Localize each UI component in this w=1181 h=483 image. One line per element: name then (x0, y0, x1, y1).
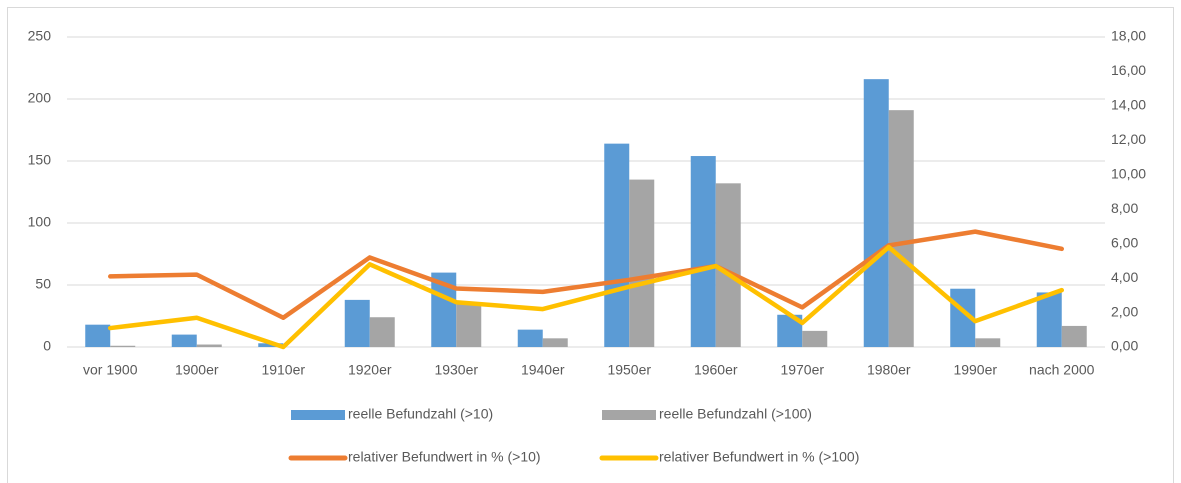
bar (456, 303, 482, 347)
line-series (108, 229, 1064, 320)
bar (1061, 325, 1087, 347)
x-tick-label: vor 1900 (83, 362, 138, 378)
y-tick-label: 200 (28, 90, 52, 106)
x-tick-label: 1970er (780, 362, 824, 378)
x-tick-label: 1930er (434, 362, 478, 378)
legend-label: reelle Befundzahl (>10) (348, 406, 493, 422)
y2-tick-label: 10,00 (1111, 165, 1146, 181)
y2-tick-label: 0,00 (1111, 338, 1138, 354)
bar (85, 324, 111, 347)
legend-swatch (602, 410, 656, 420)
bar (542, 338, 568, 347)
bar (110, 345, 136, 347)
x-tick-label: 1950er (607, 362, 651, 378)
bar (863, 79, 889, 347)
x-tick-label: 1940er (521, 362, 565, 378)
bar (715, 183, 741, 347)
x-tick-label: nach 2000 (1029, 362, 1095, 378)
bar (888, 110, 914, 347)
x-tick-label: 1980er (867, 362, 911, 378)
x-tick-label: 1910er (261, 362, 305, 378)
bar (196, 344, 222, 347)
legend-label: relativer Befundwert in % (>100) (659, 449, 859, 465)
bar (802, 330, 828, 347)
legend-label: reelle Befundzahl (>100) (659, 406, 812, 422)
y-tick-label: 150 (28, 152, 52, 168)
legend-swatch (291, 410, 345, 420)
y2-tick-label: 16,00 (1111, 62, 1146, 78)
legend-label: relativer Befundwert in % (>10) (348, 449, 541, 465)
y2-tick-label: 18,00 (1111, 28, 1146, 44)
bar (171, 334, 197, 347)
y2-tick-label: 12,00 (1111, 131, 1146, 147)
bar (344, 299, 370, 347)
x-tick-label: 1990er (953, 362, 997, 378)
x-tick-label: 1900er (175, 362, 219, 378)
bar (517, 329, 543, 347)
bar (690, 156, 716, 347)
y-tick-label: 100 (28, 214, 52, 230)
y2-tick-label: 2,00 (1111, 303, 1138, 319)
y2-tick-label: 4,00 (1111, 269, 1138, 285)
bar (1036, 292, 1062, 347)
line-series (108, 244, 1064, 350)
bar (629, 179, 655, 347)
y-tick-label: 50 (35, 276, 51, 292)
y-tick-label: 0 (43, 338, 51, 354)
bar (975, 338, 1001, 347)
y-tick-label: 250 (28, 28, 52, 44)
bar (604, 143, 630, 347)
y2-tick-label: 6,00 (1111, 234, 1138, 250)
x-tick-label: 1960er (694, 362, 738, 378)
bar (369, 317, 395, 347)
x-tick-label: 1920er (348, 362, 392, 378)
y2-tick-label: 14,00 (1111, 97, 1146, 113)
chart-frame (7, 7, 1174, 483)
y2-tick-label: 8,00 (1111, 200, 1138, 216)
